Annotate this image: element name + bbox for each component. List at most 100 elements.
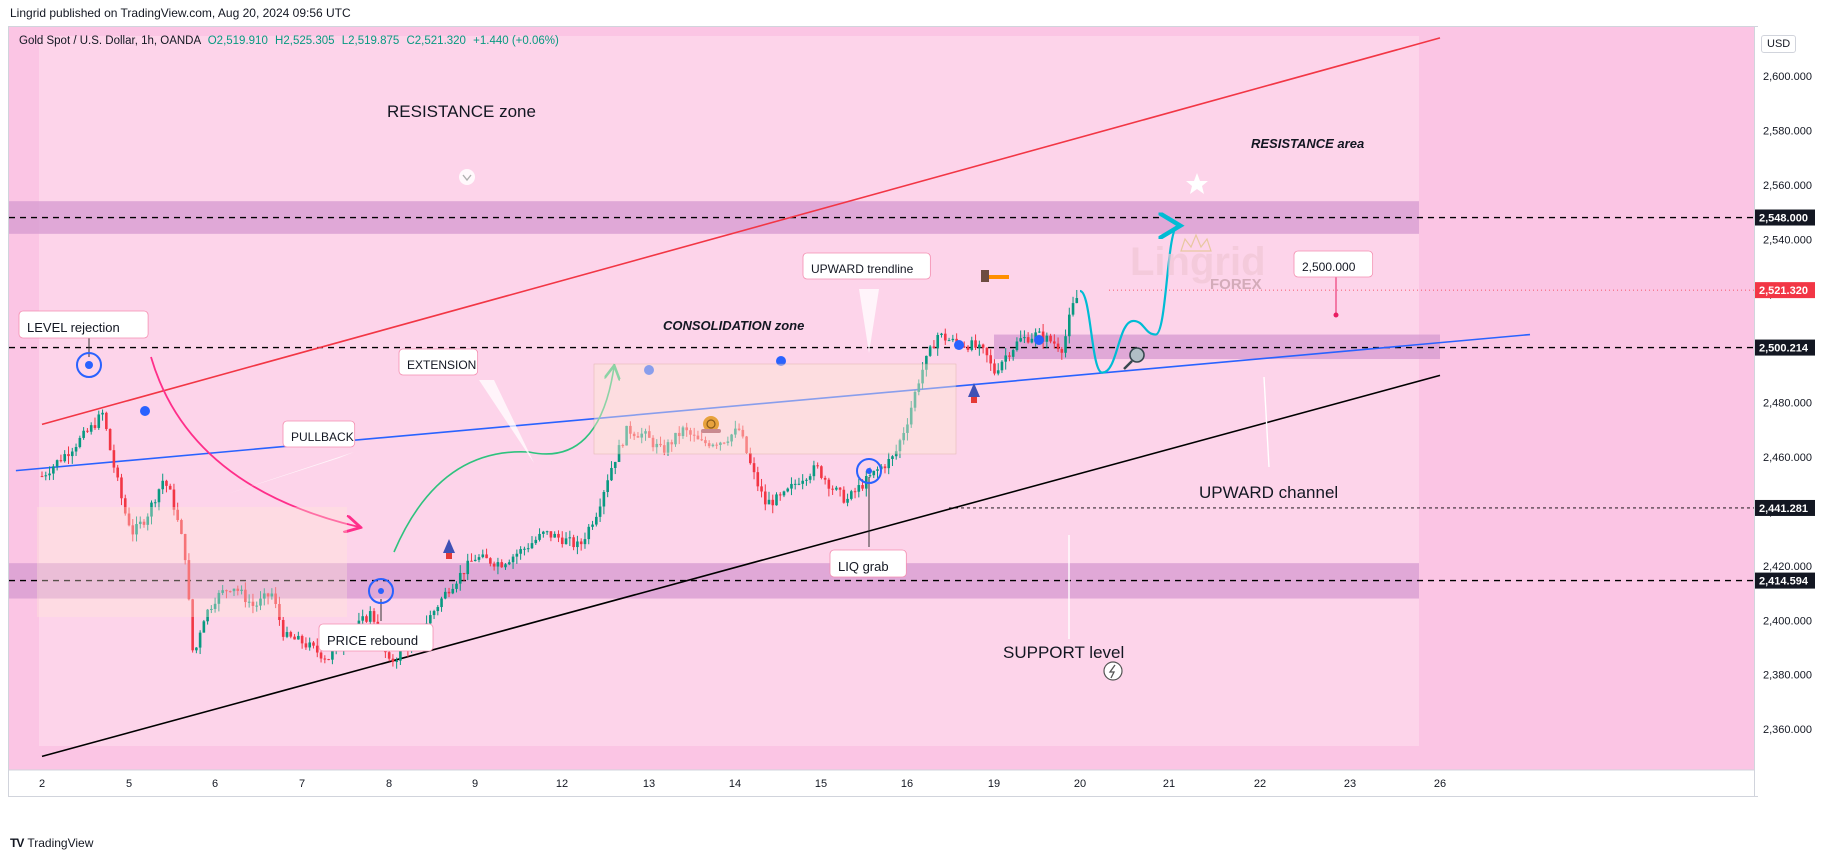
candle-body <box>786 488 790 492</box>
candle-body <box>966 346 970 350</box>
candle-body <box>507 562 511 565</box>
candle-body <box>440 598 443 608</box>
candle-body <box>251 601 255 606</box>
candle-body <box>812 465 816 477</box>
candle-body <box>940 333 943 335</box>
candle-body <box>304 643 308 648</box>
candle-body <box>632 433 636 437</box>
candle-body <box>44 475 48 477</box>
zone-band-2 <box>994 334 1440 360</box>
extension-arrow <box>393 367 614 553</box>
candle-body <box>48 473 51 476</box>
candle-body <box>909 407 913 425</box>
candle-body <box>700 439 703 441</box>
pullback-arrow <box>150 356 359 527</box>
projection-layer <box>1079 226 1178 374</box>
candle-body <box>932 346 936 349</box>
candle-body <box>816 465 819 467</box>
candle-body <box>515 553 519 557</box>
symbol-legend: Gold Spot / U.S. Dollar, 1h, OANDA O2,51… <box>19 35 559 47</box>
price-tick-label: 2,600.000 <box>1763 71 1812 83</box>
candle-body <box>838 487 842 490</box>
candle-body <box>985 347 989 356</box>
time-tick-label: 12 <box>556 778 568 790</box>
candle-body <box>1045 335 1049 342</box>
watermark-brand: Lingrid <box>1130 240 1266 284</box>
time-axis-bg <box>9 771 1754 796</box>
candle-body <box>538 533 541 540</box>
candle-body <box>331 650 334 660</box>
price-scale[interactable]: USD 2,360.000 2,380.000 2,400.000 2,420.000… <box>1754 27 1834 796</box>
candle-body <box>93 425 97 428</box>
candle-body <box>763 491 767 505</box>
candle-body <box>89 425 93 432</box>
projection-path <box>1079 226 1178 374</box>
tradingview-footer[interactable]: TV TradingView <box>10 836 93 850</box>
candle-body <box>458 572 462 584</box>
annotation-box-10 <box>318 623 434 652</box>
candle-body <box>666 442 670 453</box>
trend-line-upward-trendline <box>15 333 1531 472</box>
candle-body <box>568 537 572 539</box>
candle-body <box>853 491 857 493</box>
touch-dot-6 <box>1034 335 1044 345</box>
trend-layer <box>15 37 1531 758</box>
annotation-box-7 <box>1293 250 1374 278</box>
candle-body <box>797 483 801 485</box>
candle-body <box>1038 331 1041 333</box>
candle-body <box>936 334 940 349</box>
annotation-box-2 <box>18 310 149 339</box>
price-label-text: 2,521.320 <box>1759 285 1808 297</box>
candle-body <box>496 562 500 567</box>
candle-body <box>63 454 67 462</box>
price-tick-label: 2,580.000 <box>1763 125 1812 137</box>
price-label-bg <box>1755 339 1815 356</box>
candle-body <box>542 531 545 534</box>
chart-area[interactable]: RESISTANCE zone RESISTANCE area LEVEL reje… <box>9 27 1754 796</box>
candle-body <box>172 489 176 510</box>
currency-button[interactable]: USD <box>1761 35 1797 53</box>
chart-background <box>9 27 1754 770</box>
candle-body <box>131 525 135 535</box>
candle-body <box>157 489 161 503</box>
candle-body <box>511 556 515 563</box>
candle-body <box>625 425 628 446</box>
candle-body <box>692 434 696 436</box>
candle-body <box>974 340 977 348</box>
candle-body <box>775 494 778 506</box>
trendline-callout-tail <box>859 289 879 353</box>
candle-body <box>704 440 707 444</box>
annotation-box-6 <box>802 252 931 280</box>
candle-body <box>519 549 522 554</box>
candle-body <box>470 560 473 562</box>
candle-body <box>395 660 398 662</box>
price-label-bg <box>1755 572 1815 589</box>
time-tick-label: 22 <box>1254 778 1266 790</box>
candle-body <box>602 492 606 507</box>
candle-body <box>74 446 78 452</box>
candle-body <box>827 479 831 489</box>
candle-body <box>689 430 692 435</box>
candle-body <box>587 526 591 540</box>
candle-body <box>906 424 909 433</box>
candle-body <box>1015 341 1019 351</box>
candle-body <box>805 479 808 481</box>
candle-body <box>782 491 786 496</box>
candle-body <box>473 559 477 562</box>
candle-body <box>485 554 488 559</box>
candle-body <box>262 593 266 599</box>
down-arrow-icon <box>459 169 475 185</box>
candle-body <box>737 428 741 430</box>
consolidation-box <box>593 363 957 455</box>
candle-body <box>545 531 549 533</box>
time-tick-label: 13 <box>643 778 655 790</box>
candle-body <box>820 466 823 478</box>
candle-body <box>644 431 647 434</box>
candle-body <box>530 543 534 549</box>
candle-body <box>1067 314 1071 337</box>
price-label-text: 2,441.281 <box>1759 503 1808 515</box>
candle-body <box>368 611 372 622</box>
pullback-callout-tail <box>224 452 354 495</box>
annotation-text-5: CONSOLIDATION zone <box>663 318 804 333</box>
time-axis[interactable]: 2 5 6 7 8 9 12 13 14 15 16 19 20 21 22 23 26 <box>9 769 1754 796</box>
